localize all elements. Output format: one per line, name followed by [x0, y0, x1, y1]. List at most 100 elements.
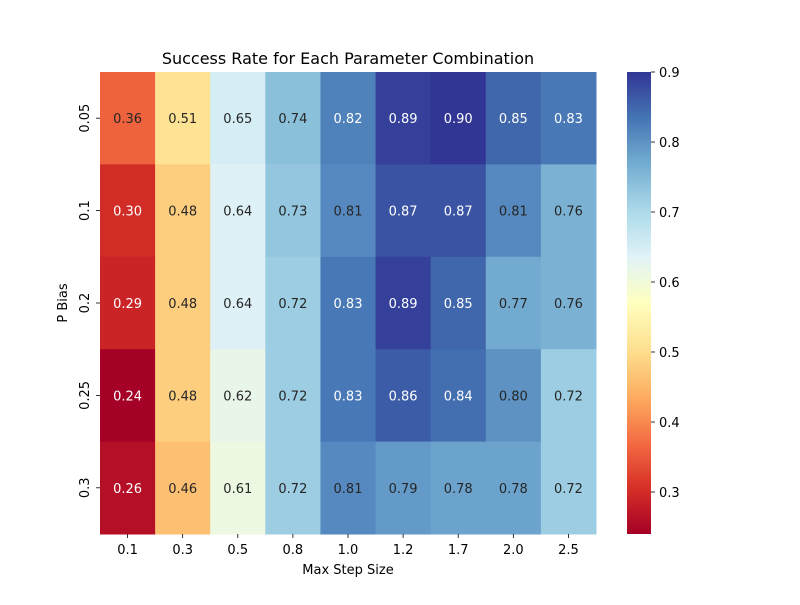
heatmap-cell — [430, 72, 487, 165]
x-tick-label: 1.0 — [338, 543, 359, 558]
cell-value-label: 0.62 — [223, 389, 252, 404]
cell-value-label: 0.76 — [554, 205, 583, 220]
heatmap-cell — [100, 164, 156, 258]
heatmap-cell — [540, 164, 597, 258]
cell-value-label: 0.74 — [278, 112, 307, 127]
heatmap-cell — [540, 349, 597, 443]
cell-value-label: 0.26 — [113, 482, 142, 497]
cell-value-label: 0.73 — [278, 205, 307, 220]
colorbar-tick-label: 0.7 — [659, 206, 680, 221]
x-tick-label: 2.5 — [558, 543, 579, 558]
heatmap-cell — [320, 72, 377, 165]
x-tick-label: 0.8 — [283, 543, 304, 558]
heatmap-cell — [430, 441, 487, 535]
y-tick-label: 0.2 — [78, 293, 93, 314]
heatmap-cell — [210, 256, 266, 350]
x-tick-label: 0.5 — [227, 543, 248, 558]
heatmap-cell — [430, 256, 487, 350]
x-axis-ticks: 0.1 0.3 0.5 0.8 1.0 1.2 1.7 2.0 2.5 — [117, 534, 579, 558]
colorbar-tick-label: 0.6 — [659, 276, 680, 291]
x-tick-label: 0.1 — [117, 543, 138, 558]
heatmap-cell — [265, 72, 321, 165]
cell-value-label: 0.65 — [223, 112, 252, 127]
heatmap-cell — [265, 441, 321, 535]
heatmap-cell — [100, 441, 156, 535]
colorbar-tick-label: 0.9 — [659, 66, 680, 81]
x-axis-label: Max Step Size — [302, 563, 393, 578]
x-tick-label: 0.3 — [172, 543, 193, 558]
chart-title: Success Rate for Each Parameter Combinat… — [162, 49, 534, 68]
cell-value-label: 0.85 — [499, 112, 528, 127]
colorbar-tick-label: 0.8 — [659, 136, 680, 151]
cell-value-label: 0.85 — [444, 297, 473, 312]
cell-value-label: 0.89 — [389, 112, 418, 127]
cell-value-label: 0.83 — [334, 297, 363, 312]
cell-value-label: 0.83 — [334, 389, 363, 404]
colorbar-gradient-bar — [627, 72, 651, 534]
heatmap-cell — [430, 349, 487, 443]
heatmap-cell — [375, 72, 432, 165]
heatmap-cell — [540, 441, 597, 535]
cell-value-label: 0.48 — [168, 205, 197, 220]
cell-value-label: 0.90 — [444, 112, 473, 127]
cell-value-label: 0.87 — [389, 205, 418, 220]
heatmap-cell — [540, 72, 597, 165]
heatmap-cell — [155, 349, 211, 443]
heatmap-cell — [155, 441, 211, 535]
colorbar-tick-label: 0.3 — [659, 486, 680, 501]
cell-value-label: 0.81 — [334, 205, 363, 220]
x-tick-label: 2.0 — [503, 543, 524, 558]
heatmap-cell — [485, 349, 542, 443]
cell-value-label: 0.72 — [554, 389, 583, 404]
x-tick-label: 1.2 — [393, 543, 414, 558]
colorbar: 0.3 0.4 0.5 0.6 0.7 0.8 0.9 — [627, 66, 680, 534]
cell-value-label: 0.64 — [223, 297, 252, 312]
heatmap-cell — [375, 164, 432, 258]
y-tick-label: 0.1 — [78, 200, 93, 221]
heatmap-cell — [155, 164, 211, 258]
heatmap-cell — [485, 164, 542, 258]
cell-value-label: 0.61 — [223, 482, 252, 497]
heatmap-cell — [320, 256, 377, 350]
cell-value-label: 0.84 — [444, 389, 473, 404]
cell-value-label: 0.36 — [113, 112, 142, 127]
heatmap-cell — [375, 256, 432, 350]
heatmap-cell — [320, 164, 377, 258]
cell-value-label: 0.78 — [499, 482, 528, 497]
heatmap-cell — [375, 349, 432, 443]
cell-value-label: 0.72 — [278, 482, 307, 497]
cell-value-label: 0.78 — [444, 482, 473, 497]
heatmap-cell — [210, 164, 266, 258]
y-tick-label: 0.3 — [78, 477, 93, 498]
x-tick-label: 1.7 — [448, 543, 469, 558]
y-tick-label: 0.05 — [78, 104, 93, 133]
heatmap-cell — [430, 164, 487, 258]
cell-value-label: 0.51 — [168, 112, 197, 127]
heatmap-cells — [100, 72, 597, 535]
heatmap-cell — [375, 441, 432, 535]
cell-value-label: 0.30 — [113, 205, 142, 220]
cell-value-label: 0.72 — [278, 297, 307, 312]
cell-value-label: 0.83 — [554, 112, 583, 127]
cell-value-label: 0.48 — [168, 297, 197, 312]
cell-value-label: 0.87 — [444, 205, 473, 220]
heatmap-cell — [210, 349, 266, 443]
y-tick-label: 0.25 — [78, 381, 93, 410]
heatmap-cell — [100, 72, 156, 165]
cell-value-label: 0.64 — [223, 205, 252, 220]
cell-value-label: 0.29 — [113, 297, 142, 312]
heatmap-cell — [100, 256, 156, 350]
y-axis-ticks: 0.05 0.1 0.2 0.25 0.3 — [78, 104, 100, 498]
cell-value-label: 0.81 — [499, 205, 528, 220]
y-axis-label: P Bias — [56, 283, 71, 322]
heatmap-cell-labels: 0.36 0.51 0.65 0.74 0.82 0.89 0.90 0.85 0.83 0.30… — [113, 112, 583, 497]
heatmap-cell — [155, 256, 211, 350]
heatmap-cell — [265, 349, 321, 443]
cell-value-label: 0.76 — [554, 297, 583, 312]
colorbar-tick-label: 0.4 — [659, 416, 680, 431]
cell-value-label: 0.89 — [389, 297, 418, 312]
heatmap-cell — [320, 349, 377, 443]
heatmap-cell — [210, 72, 266, 165]
